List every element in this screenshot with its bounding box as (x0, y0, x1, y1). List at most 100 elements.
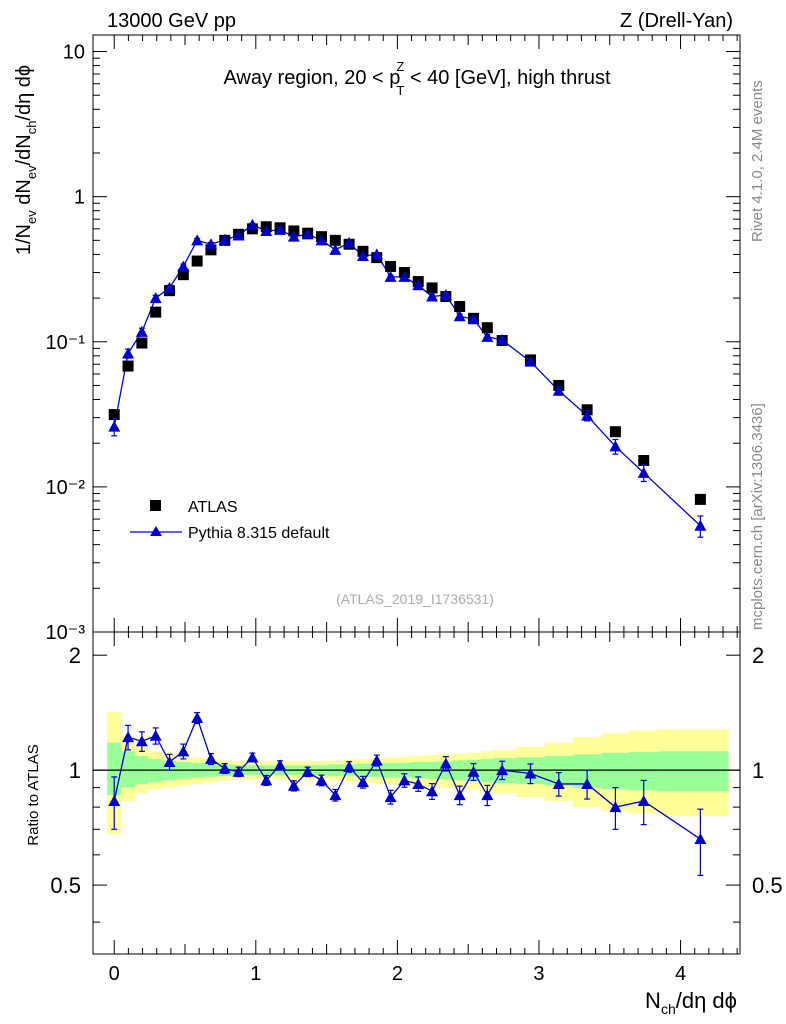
main-y-tick-label: 10⁻³ (46, 622, 86, 644)
x-tick-label: 2 (392, 963, 403, 985)
ratio-point (204, 752, 217, 764)
pythia-point (274, 223, 287, 235)
title-part-b: < 40 [GeV], high thrust (404, 67, 611, 89)
ratio-y-tick-label-right: 0.5 (752, 873, 783, 898)
pythia-point (398, 270, 411, 282)
title-part-a: Away region, 20 < p (223, 67, 400, 89)
x-tick-label: 1 (250, 963, 261, 985)
pythia-point (552, 384, 565, 396)
main-y-tick-label: 10 (63, 42, 85, 64)
ratio-point (329, 789, 342, 801)
ratio-y-tick-label: 2 (69, 643, 81, 668)
pythia-point (108, 420, 121, 432)
atlas-point (205, 244, 217, 256)
ratio-y-axis-label: Ratio to ATLAS (25, 744, 42, 845)
mcplots-label: mcplots.cern.ch [arXiv:1306.3436] (749, 403, 766, 630)
atlas-point (609, 426, 621, 438)
pythia-point (301, 228, 314, 240)
pythia-point (177, 260, 190, 272)
pythia-point (384, 270, 397, 282)
main-y-axis-label: 1/Nev dNev/dNch/dη dϕ (13, 65, 39, 255)
pythia-point (246, 218, 259, 230)
ratio-point (481, 789, 494, 801)
pythia-point (135, 325, 148, 337)
pythia-point (581, 409, 594, 421)
atlas-point (481, 322, 493, 334)
pythia-point (609, 440, 622, 452)
ratio-point (581, 777, 594, 789)
x-tick-label: 3 (533, 963, 544, 985)
pythia-point (287, 230, 300, 242)
ratio-point (163, 756, 176, 768)
main-y-tick-label: 1 (74, 187, 85, 209)
header-left: 13000 GeV pp (107, 10, 236, 32)
ratio-point (108, 795, 121, 807)
ratio-point (694, 833, 707, 845)
pythia-point (496, 333, 509, 345)
pythia-point (204, 238, 217, 250)
x-tick-label: 0 (109, 963, 120, 985)
ratio-point (232, 765, 245, 777)
legend-pythia-label: Pythia 8.315 default (188, 525, 330, 542)
ratio-point (496, 764, 509, 776)
pythia-point (260, 224, 273, 236)
main-title: Away region, 20 < pZ T < 40 [GeV], high t… (223, 59, 611, 98)
atlas-point (694, 493, 706, 505)
pythia-point (370, 248, 383, 260)
pythia-point (191, 234, 204, 246)
atlas-point (108, 409, 120, 421)
legend-pythia-marker (150, 526, 162, 536)
main-panel-frame (92, 34, 741, 633)
title-sub: T (396, 83, 404, 98)
pythia-point (315, 234, 328, 246)
atlas-point (122, 360, 134, 372)
ratio-point (637, 795, 650, 807)
pythia-point (343, 236, 356, 248)
pythia-point (524, 355, 537, 367)
ratio-y-tick-label-right: 1 (752, 758, 764, 783)
ratio-point (467, 765, 480, 777)
ratio-point (149, 729, 162, 741)
ratio-point (287, 779, 300, 791)
ratio-point (177, 745, 190, 757)
ratio-point (260, 774, 273, 786)
ratio-point (370, 754, 383, 766)
ratio-band-inner (601, 752, 630, 790)
x-tick-label: 4 (675, 963, 686, 985)
pythia-point (694, 519, 707, 531)
ratio-y-tick-label-right: 2 (752, 643, 764, 668)
ratio-point (274, 759, 287, 771)
ratio-point (315, 774, 328, 786)
analysis-watermark: (ATLAS_2019_I1736531) (336, 591, 494, 607)
ratio-band-inner (121, 751, 136, 788)
ratio-point (343, 760, 356, 772)
ratio-point (439, 757, 452, 769)
atlas-point (329, 234, 341, 246)
rivet-label: Rivet 4.1.0, 2.4M events (749, 80, 766, 242)
ratio-point (384, 791, 397, 803)
legend-atlas-label: ATLAS (188, 499, 238, 516)
pythia-point (232, 229, 245, 241)
pythia-point (439, 289, 452, 301)
ratio-point (412, 777, 425, 789)
pythia-point (453, 310, 466, 322)
pythia-point (467, 313, 480, 325)
pythia-point (329, 243, 342, 255)
ratio-point (426, 785, 439, 797)
atlas-point (385, 261, 397, 273)
ratio-point (135, 735, 148, 747)
ratio-panel-frame (92, 631, 741, 955)
pythia-point (412, 279, 425, 291)
ratio-point (301, 765, 314, 777)
ratio-point (191, 711, 204, 723)
ratio-point (218, 762, 231, 774)
pythia-point (218, 233, 231, 245)
ratio-point (453, 789, 466, 801)
ratio-point (609, 801, 622, 813)
pythia-point (163, 281, 176, 293)
pythia-point (637, 466, 650, 478)
pythia-point (426, 290, 439, 302)
x-axis-label: Nch/dη dϕ (645, 988, 737, 1017)
main-y-tick-label: 10⁻¹ (46, 332, 86, 354)
